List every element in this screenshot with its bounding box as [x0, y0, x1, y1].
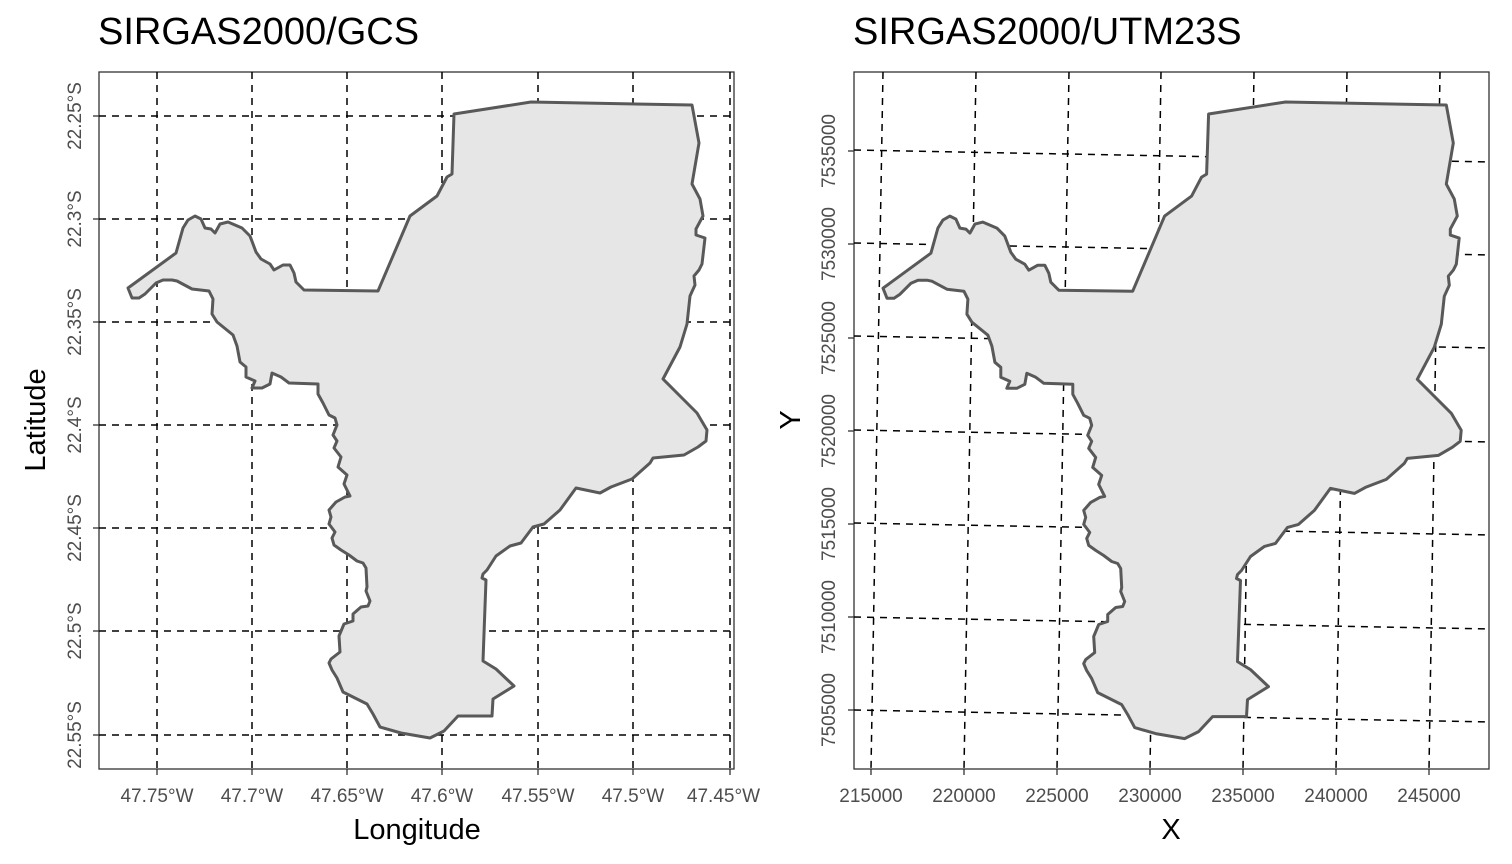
x-tick-label: 225000 [1025, 786, 1088, 807]
y-axis-title-utm: Y [775, 410, 807, 429]
y-axis-ticks-utm: 7505000 7510000 7515000 7520000 7525000 … [819, 114, 840, 747]
y-tick-label: 22.4°S [65, 396, 86, 453]
x-tick-label: 240000 [1304, 786, 1367, 807]
x-tick-label: 47.65°W [310, 786, 383, 807]
x-tick-label: 235000 [1211, 786, 1274, 807]
panel-gcs: SIRGAS2000/GCS 47.75°W 47.7°W 47.65°W 47… [20, 11, 760, 846]
x-tick-label: 230000 [1118, 786, 1181, 807]
x-tick-label: 47.55°W [501, 786, 574, 807]
y-tick-label: 7505000 [819, 673, 840, 747]
y-tick-label: 22.25°S [65, 82, 86, 150]
x-tick-label: 47.6°W [411, 786, 474, 807]
y-tick-label: 22.55°S [65, 701, 86, 769]
y-tick-label: 7515000 [819, 487, 840, 561]
y-tick-label: 22.3°S [65, 190, 86, 247]
panel-border-gcs [98, 71, 735, 770]
panel-border-utm [853, 71, 1490, 770]
y-tick-label: 7520000 [819, 394, 840, 468]
x-tick-label: 47.75°W [120, 786, 193, 807]
y-tick-label: 22.5°S [65, 602, 86, 659]
x-axis-ticks-gcs: 47.75°W 47.7°W 47.65°W 47.6°W 47.55°W 47… [120, 786, 760, 807]
municipality-polygon-utm [881, 100, 1463, 741]
panel-title-gcs: SIRGAS2000/GCS [98, 11, 419, 53]
parallel-line [853, 149, 1490, 163]
y-axis-title-gcs: Latitude [20, 368, 52, 471]
panel-utm: SIRGAS2000/UTM23S 215000 220000 225000 2… [775, 11, 1490, 846]
x-tick-label: 220000 [932, 786, 995, 807]
x-axis-title-gcs: Longitude [353, 814, 480, 846]
x-axis-title-utm: X [1161, 814, 1180, 846]
y-tick-label: 22.45°S [65, 494, 86, 562]
y-tick-label: 22.35°S [65, 288, 86, 356]
meridian-line [963, 71, 977, 770]
y-tick-label: 7510000 [819, 580, 840, 654]
x-tick-label: 47.7°W [221, 786, 284, 807]
meridian-line [1056, 71, 1070, 770]
y-axis-ticks-gcs: 22.25°S 22.3°S 22.35°S 22.4°S 22.45°S 22… [65, 82, 86, 769]
y-tick-label: 7530000 [819, 207, 840, 281]
x-tick-label: 245000 [1397, 786, 1460, 807]
x-tick-label: 47.45°W [687, 786, 760, 807]
meridian-line [870, 71, 884, 770]
x-tick-label: 47.5°W [602, 786, 665, 807]
x-tick-label: 215000 [839, 786, 902, 807]
y-tick-label: 7525000 [819, 301, 840, 375]
municipality-polygon-gcs [126, 100, 709, 740]
y-tick-label: 7535000 [819, 114, 840, 188]
panel-title-utm: SIRGAS2000/UTM23S [853, 11, 1242, 53]
x-axis-ticks-utm: 215000 220000 225000 230000 235000 24000… [839, 786, 1460, 807]
